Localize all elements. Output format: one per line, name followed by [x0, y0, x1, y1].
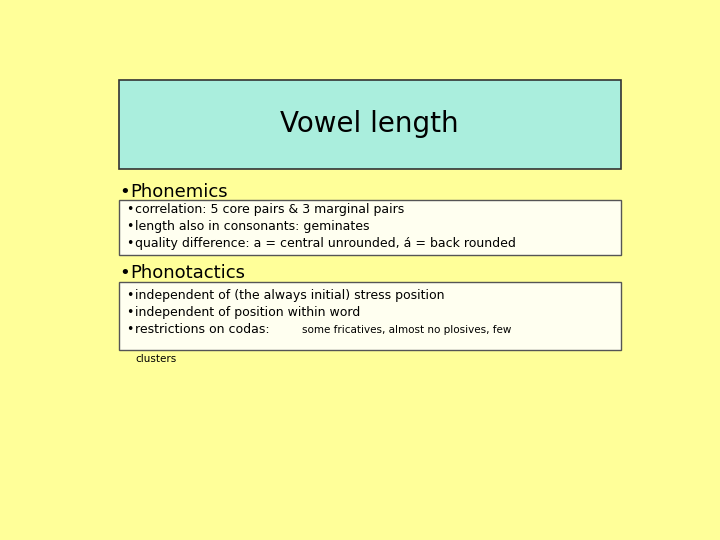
Text: •: •	[127, 289, 134, 302]
Text: quality difference: a = central unrounded, á = back rounded: quality difference: a = central unrounde…	[135, 237, 516, 250]
Text: some fricatives, almost no plosives, few: some fricatives, almost no plosives, few	[302, 325, 511, 335]
FancyBboxPatch shape	[119, 80, 621, 168]
Text: •: •	[127, 306, 134, 319]
Text: correlation: 5 core pairs & 3 marginal pairs: correlation: 5 core pairs & 3 marginal p…	[135, 203, 404, 216]
Text: length also in consonants: geminates: length also in consonants: geminates	[135, 220, 369, 233]
Text: clusters: clusters	[135, 354, 176, 364]
Text: •: •	[127, 220, 134, 233]
FancyBboxPatch shape	[119, 200, 621, 255]
Text: Vowel length: Vowel length	[281, 110, 459, 138]
Text: restrictions on codas:: restrictions on codas:	[135, 323, 274, 336]
Text: •: •	[120, 183, 130, 201]
Text: independent of (the always initial) stress position: independent of (the always initial) stre…	[135, 289, 444, 302]
Text: •: •	[120, 264, 130, 282]
Text: Phonotactics: Phonotactics	[130, 264, 246, 282]
FancyBboxPatch shape	[119, 282, 621, 350]
Text: •: •	[127, 237, 134, 250]
Text: independent of position within word: independent of position within word	[135, 306, 360, 319]
Text: •: •	[127, 203, 134, 216]
Text: •: •	[127, 323, 134, 336]
Text: Phonemics: Phonemics	[130, 183, 228, 201]
